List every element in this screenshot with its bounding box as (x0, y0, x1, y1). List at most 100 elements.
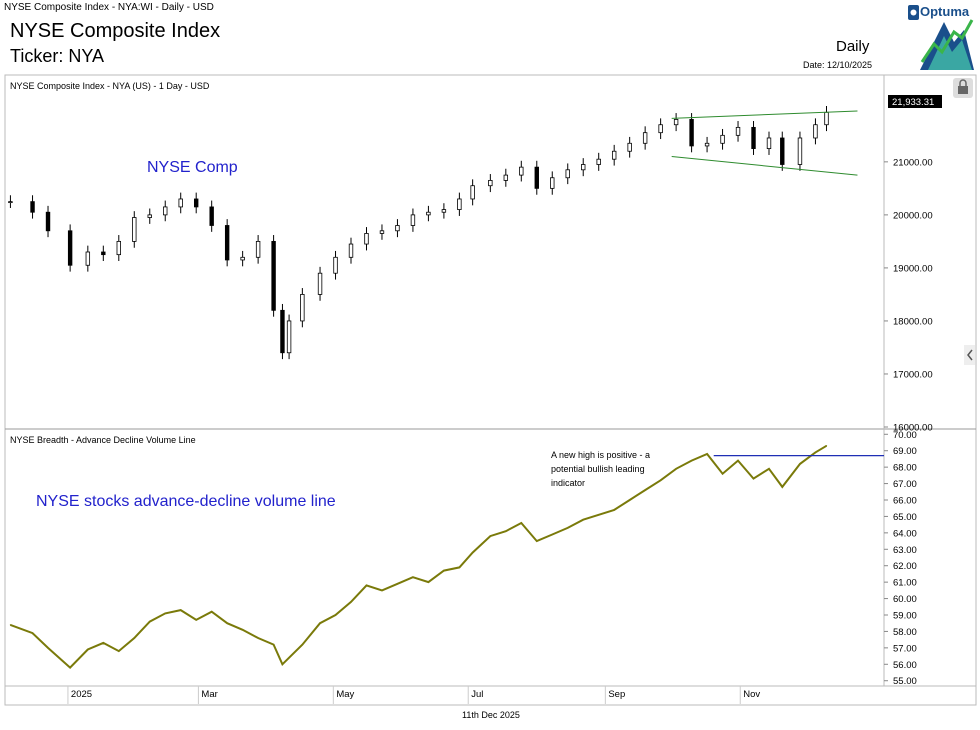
candle-body (163, 206, 168, 216)
ad-point (334, 614, 337, 616)
candle-body (457, 198, 462, 210)
ad-point (629, 499, 631, 501)
candle-body (333, 256, 338, 274)
ad-point (87, 648, 89, 651)
ad-point (520, 522, 522, 524)
candle-body (410, 214, 416, 226)
ad-point (427, 581, 430, 583)
ad-point (164, 612, 166, 614)
lock-icon[interactable] (953, 78, 973, 98)
candle-body (627, 142, 632, 152)
candle-body (797, 137, 803, 165)
ad-point (536, 540, 538, 542)
ad-point (273, 643, 275, 646)
ad-y-tick-label: 63.00 (893, 545, 917, 556)
candle-body (550, 177, 555, 189)
candle-body (209, 206, 214, 226)
candle-body (704, 142, 710, 147)
candle-body (503, 174, 509, 181)
ad-point (69, 666, 71, 669)
breadth-annotation: NYSE stocks advance-decline volume line (36, 493, 336, 510)
note-line-3: indicator (551, 478, 585, 488)
candle-body (300, 294, 305, 322)
ad-point (721, 473, 724, 475)
ad-point (319, 622, 321, 624)
candle-body (766, 137, 772, 149)
candle-body (317, 272, 323, 295)
ad-point (799, 463, 801, 465)
candle-body (348, 243, 354, 258)
candle-body (280, 309, 285, 354)
candle-body (178, 198, 183, 208)
ad-point (814, 451, 817, 453)
ad-volume-line (10, 444, 828, 669)
price-y-tick-label: 18000.00 (893, 316, 933, 327)
x-tick-label: Mar (201, 689, 217, 700)
ad-point (613, 509, 615, 511)
note-line-2: potential bullish leading (551, 464, 645, 474)
ad-point (781, 486, 783, 488)
ad-y-tick-label: 56.00 (893, 660, 917, 671)
candle-body (395, 225, 400, 232)
ad-y-tick-label: 55.00 (893, 676, 917, 687)
ad-point (133, 637, 135, 639)
candle-body (565, 169, 570, 179)
ad-point (381, 589, 383, 591)
ad-point (690, 459, 693, 462)
ad-point (505, 530, 507, 532)
candle-body (379, 230, 385, 234)
price-y-tick-label: 20000.00 (893, 210, 933, 221)
breadth-note: A new high is positive - a potential bul… (551, 450, 650, 488)
price-y-tick-label: 19000.00 (893, 263, 933, 274)
candle-body (240, 256, 245, 261)
price-y-tick-label: 21000.00 (893, 157, 933, 168)
chart-frame (4, 74, 977, 706)
candle-body (224, 225, 230, 261)
chart-title: NYSE Composite Index (10, 20, 221, 42)
ad-point (567, 527, 569, 529)
candle-body (255, 240, 261, 258)
candle-body (581, 164, 586, 171)
candle-body (101, 251, 106, 256)
candle-body (751, 126, 756, 149)
ad-point (675, 468, 677, 470)
candle-body (286, 320, 292, 354)
date-label: Date: 12/10/2025 (803, 60, 873, 70)
last-price-tag (888, 95, 942, 108)
candle-body (673, 119, 679, 126)
ad-point (118, 650, 120, 652)
candle-body (45, 211, 51, 232)
candle-body (470, 185, 475, 200)
ad-point (149, 620, 151, 623)
ad-y-tick-label: 58.00 (893, 627, 917, 638)
channel-upper-line (671, 110, 858, 119)
last-price-label: 21,933.31 (892, 97, 934, 108)
ad-y-tick-label: 59.00 (893, 611, 917, 622)
x-tick-label: May (336, 689, 354, 700)
candle-body (364, 233, 369, 245)
ad-y-tick-label: 62.00 (893, 561, 917, 572)
candle-body (519, 166, 524, 176)
ad-y-tick-label: 70.00 (893, 430, 917, 441)
candle-body (824, 111, 829, 126)
ad-point (443, 570, 445, 572)
ad-y-tick-label: 68.00 (893, 463, 917, 474)
chevron-left-icon[interactable] (964, 345, 975, 365)
x-tick-label: Nov (743, 689, 760, 700)
ad-y-tick-label: 60.00 (893, 594, 917, 605)
ad-point (350, 601, 352, 603)
ad-y-tick-label: 67.00 (893, 479, 917, 490)
ad-point (660, 479, 662, 481)
ad-point (825, 445, 828, 447)
ad-y-tick-label: 65.00 (893, 512, 917, 523)
ticker-label: Ticker: NYA (10, 46, 105, 66)
ad-point (301, 643, 303, 646)
ad-point (195, 619, 197, 621)
ad-y-tick-label: 57.00 (893, 643, 917, 654)
ad-point (412, 576, 414, 578)
breadth-panel-title: NYSE Breadth - Advance Decline Volume Li… (10, 435, 196, 445)
ad-y-tick-label: 69.00 (893, 446, 917, 457)
candle-body (534, 166, 539, 189)
ad-point (281, 663, 284, 665)
